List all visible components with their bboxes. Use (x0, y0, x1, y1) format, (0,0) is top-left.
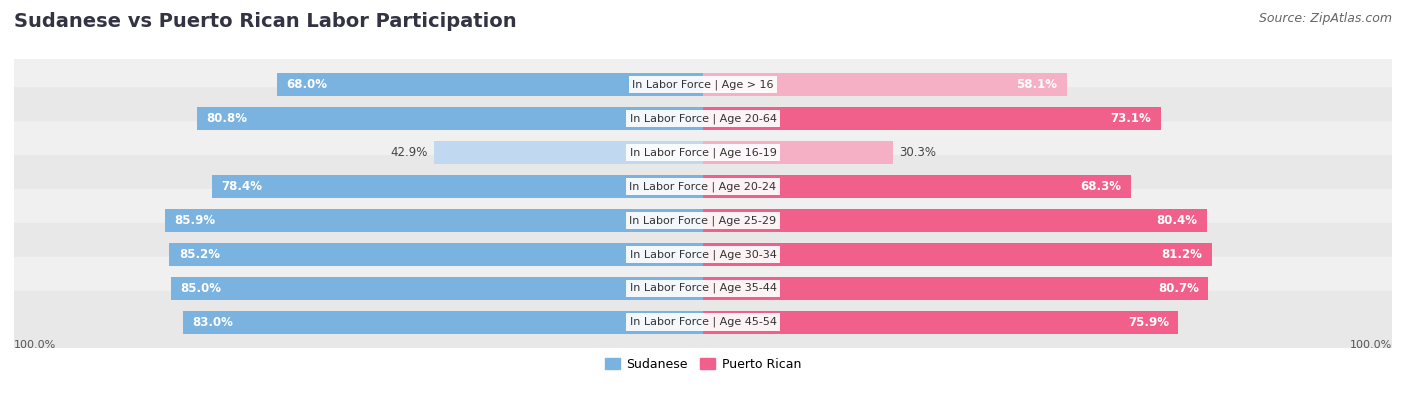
FancyBboxPatch shape (13, 53, 1393, 116)
Text: 75.9%: 75.9% (1128, 316, 1168, 329)
Bar (703, 243, 1212, 266)
Text: 83.0%: 83.0% (193, 316, 233, 329)
Text: 100.0%: 100.0% (1350, 340, 1392, 350)
Text: 68.3%: 68.3% (1080, 180, 1122, 193)
Bar (703, 310, 1178, 334)
FancyBboxPatch shape (13, 257, 1393, 320)
Text: 78.4%: 78.4% (221, 180, 263, 193)
Legend: Sudanese, Puerto Rican: Sudanese, Puerto Rican (600, 353, 806, 376)
Bar (165, 209, 703, 232)
Bar (170, 277, 703, 300)
Text: In Labor Force | Age 20-64: In Labor Force | Age 20-64 (630, 113, 776, 124)
Bar (183, 310, 703, 334)
Text: 100.0%: 100.0% (14, 340, 56, 350)
Text: In Labor Force | Age 45-54: In Labor Force | Age 45-54 (630, 317, 776, 327)
Bar (212, 175, 703, 198)
Bar (434, 141, 703, 164)
Text: In Labor Force | Age 30-34: In Labor Force | Age 30-34 (630, 249, 776, 260)
Text: 80.4%: 80.4% (1156, 214, 1197, 227)
Bar (703, 141, 893, 164)
FancyBboxPatch shape (13, 87, 1393, 150)
Text: 85.9%: 85.9% (174, 214, 215, 227)
FancyBboxPatch shape (13, 155, 1393, 218)
Bar (197, 107, 703, 130)
Bar (169, 243, 703, 266)
Bar (703, 73, 1067, 96)
Text: 42.9%: 42.9% (391, 146, 427, 159)
Text: 73.1%: 73.1% (1111, 112, 1152, 125)
Text: Sudanese vs Puerto Rican Labor Participation: Sudanese vs Puerto Rican Labor Participa… (14, 12, 516, 31)
Text: 80.8%: 80.8% (207, 112, 247, 125)
Bar (703, 209, 1206, 232)
Text: 80.7%: 80.7% (1159, 282, 1199, 295)
Text: 81.2%: 81.2% (1161, 248, 1202, 261)
Bar (277, 73, 703, 96)
FancyBboxPatch shape (13, 121, 1393, 184)
Text: Source: ZipAtlas.com: Source: ZipAtlas.com (1258, 12, 1392, 25)
Bar (703, 175, 1130, 198)
Text: In Labor Force | Age 35-44: In Labor Force | Age 35-44 (630, 283, 776, 293)
Text: In Labor Force | Age 20-24: In Labor Force | Age 20-24 (630, 181, 776, 192)
Text: 30.3%: 30.3% (898, 146, 936, 159)
FancyBboxPatch shape (13, 223, 1393, 286)
Text: 85.0%: 85.0% (180, 282, 221, 295)
Text: 58.1%: 58.1% (1017, 78, 1057, 91)
FancyBboxPatch shape (13, 291, 1393, 354)
Text: 85.2%: 85.2% (179, 248, 219, 261)
Text: In Labor Force | Age 16-19: In Labor Force | Age 16-19 (630, 147, 776, 158)
Bar (703, 107, 1161, 130)
FancyBboxPatch shape (13, 189, 1393, 252)
Text: In Labor Force | Age > 16: In Labor Force | Age > 16 (633, 79, 773, 90)
Text: In Labor Force | Age 25-29: In Labor Force | Age 25-29 (630, 215, 776, 226)
Text: 68.0%: 68.0% (287, 78, 328, 91)
Bar (703, 277, 1208, 300)
